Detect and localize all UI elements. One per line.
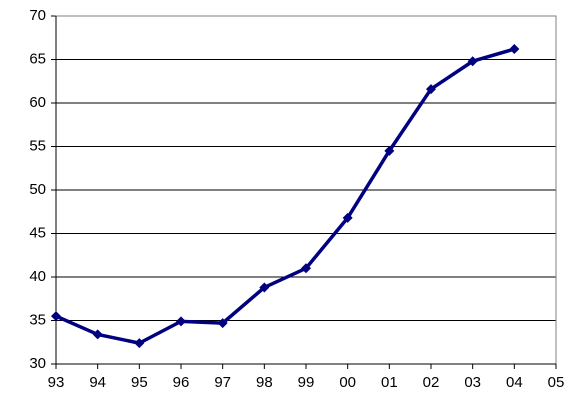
y-tick-label: 60: [29, 94, 46, 111]
data-point: [176, 316, 186, 327]
x-tick-label: 03: [464, 374, 481, 391]
data-point: [134, 338, 145, 349]
y-tick-label: 70: [29, 7, 46, 24]
y-tick-label: 30: [29, 355, 46, 372]
data-point: [92, 329, 103, 340]
data-point: [384, 145, 395, 156]
x-tick-label: 97: [214, 374, 231, 391]
y-tick-label: 50: [29, 181, 46, 198]
x-tick-label: 01: [381, 374, 398, 391]
data-point: [301, 263, 311, 274]
y-tick-label: 55: [29, 137, 46, 154]
x-tick-label: 93: [48, 374, 65, 391]
x-tick-label: 04: [506, 374, 523, 391]
y-tick-label: 45: [29, 224, 46, 241]
x-tick-label: 99: [298, 374, 315, 391]
x-tick-label: 94: [89, 374, 106, 391]
x-tick-label: 96: [173, 374, 190, 391]
x-tick-label: 00: [339, 374, 356, 391]
data-point: [467, 56, 478, 67]
x-tick-label: 98: [256, 374, 273, 391]
y-tick-label: 65: [29, 50, 46, 67]
data-point: [509, 44, 520, 55]
data-point: [426, 84, 436, 95]
y-tick-label: 40: [29, 268, 46, 285]
x-tick-label: 02: [423, 374, 440, 391]
data-point: [217, 318, 228, 329]
series-line: [55, 47, 515, 345]
data-point: [342, 212, 353, 223]
y-tick-label: 35: [29, 311, 46, 328]
data-point: [51, 311, 61, 322]
x-tick-label: 05: [548, 374, 565, 391]
data-point: [259, 282, 270, 293]
x-tick-label: 95: [131, 374, 148, 391]
